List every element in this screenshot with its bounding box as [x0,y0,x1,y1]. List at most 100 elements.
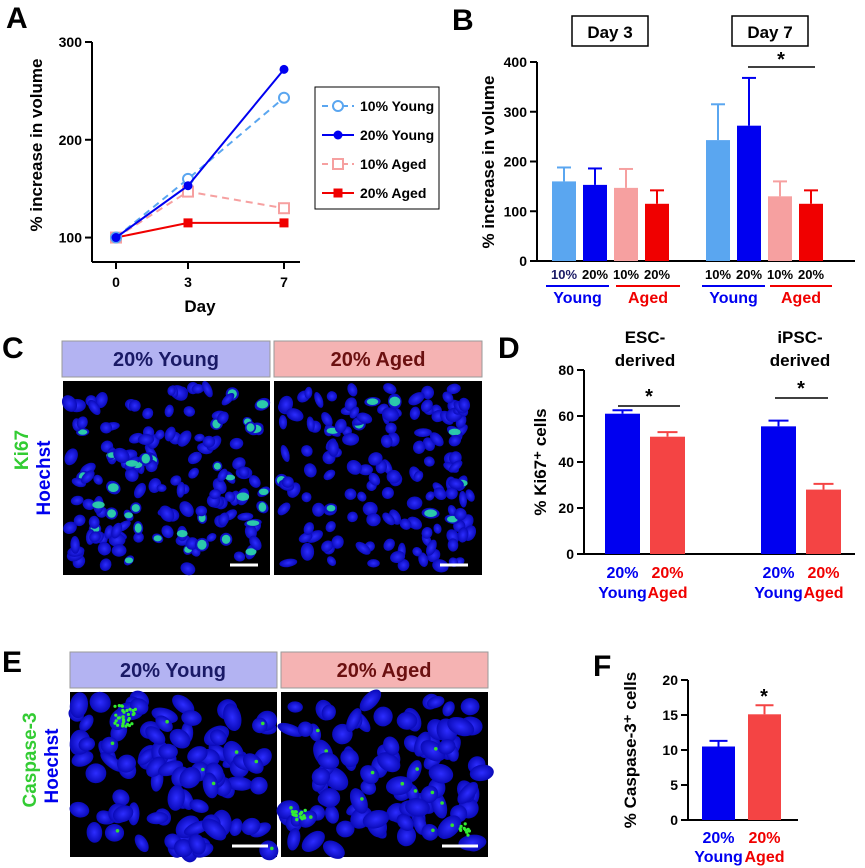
nucleus [176,481,186,498]
caspase-signal [254,759,259,764]
ki67-signal [197,539,207,550]
nucleus [188,467,199,479]
caspase-signal [121,722,125,726]
caspase-signal [370,770,375,775]
nucleus [426,539,437,556]
nucleus [412,440,426,454]
nucleus [360,765,380,785]
d-bar-label1: 20% [606,565,638,582]
ki67-signal [326,505,336,512]
d-y-label: % Ki67⁺ cells [531,408,550,515]
d-g1-title-line1: ESC- [625,328,666,347]
a-point [278,91,290,104]
a-point [111,233,121,243]
f-bar [748,714,781,820]
nucleus [287,828,301,851]
bar-chart-b: % increase in volume Day 3 Day 7 0 100 200… [479,15,855,307]
nucleus [357,491,367,502]
nucleus [448,434,462,447]
f-ytick-label: 10 [662,742,678,758]
nucleus [179,501,194,518]
a-series-line-3 [115,221,284,239]
panel-label-d: D [498,332,520,365]
caspase-signal [290,810,295,814]
nucleus [327,439,339,457]
b-ytick-label: 200 [504,154,528,170]
b-ytick-label: 0 [519,253,527,269]
nucleus [202,818,227,841]
nucleus [111,544,127,557]
nucleus [367,559,380,568]
nucleus [383,383,397,395]
nucleus [99,558,112,571]
nucleus [146,811,169,825]
nucleus [202,435,216,448]
nucleus [383,736,400,756]
caspase-signal [131,712,135,717]
nucleus [447,538,459,552]
b-bar [737,125,761,262]
a-legend-marker [332,158,344,170]
ki67-signal [366,398,379,406]
nucleus [426,695,445,709]
ki67-signal [246,520,260,526]
caspase-signal [114,719,118,723]
nucleus [437,739,456,755]
a-legend-label: 20% Aged [360,185,426,201]
nucleus [145,726,166,745]
a-legend-label: 10% Aged [360,156,426,172]
ki67-signal [92,501,105,509]
nucleus [445,487,458,500]
nucleus [406,760,422,783]
f-sig-star: * [760,686,768,708]
nucleus [406,496,423,510]
d-g2-title-line1: iPSC- [777,328,822,347]
caspase-signal [463,822,467,826]
nucleus [368,452,383,466]
nucleus [113,447,130,464]
line-chart-a: % increase in volume Day 100 200 300 0 3 7 10… [27,34,440,316]
a-point [183,181,193,191]
b-bar [552,181,576,261]
nucleus [457,527,469,543]
nucleus [82,498,96,511]
caspase-signal [464,828,468,832]
nucleus [188,833,206,855]
caspase-signal [122,718,126,722]
b-bar-label: 10% [613,267,639,282]
nucleus [301,445,313,457]
nucleus [249,776,268,795]
f-ytick-label: 5 [670,777,678,793]
nucleus [359,689,382,712]
ki67-signal [213,462,221,470]
nucleus [303,463,317,478]
b-y-label: % increase in volume [479,76,498,249]
nucleus [460,697,480,716]
caspase-signal [415,767,420,771]
nucleus [380,434,393,448]
caspase-signal [467,829,471,833]
nucleus [169,728,191,749]
caspase-signal [115,829,120,833]
nucleus [448,460,463,473]
nucleus [437,815,462,840]
nucleus [142,407,154,420]
b-bar-label: 20% [736,267,762,282]
nucleus [73,514,86,527]
nucleus [321,704,336,721]
nucleus [64,448,78,466]
ki67-signal [236,492,250,501]
b-bar-label: 20% [582,267,608,282]
a-xtick-label: 3 [184,274,192,290]
nucleus [425,491,435,501]
caspase-signal [450,823,455,827]
d-ytick-label: 80 [558,362,574,378]
nucleus [349,406,360,419]
nucleus [420,399,433,413]
nucleus [217,411,229,425]
nucleus [69,692,89,719]
f-bar-label2: Aged [745,849,785,866]
nucleus [161,525,174,539]
b-ytick-label: 300 [504,104,528,120]
nucleus [89,531,101,543]
